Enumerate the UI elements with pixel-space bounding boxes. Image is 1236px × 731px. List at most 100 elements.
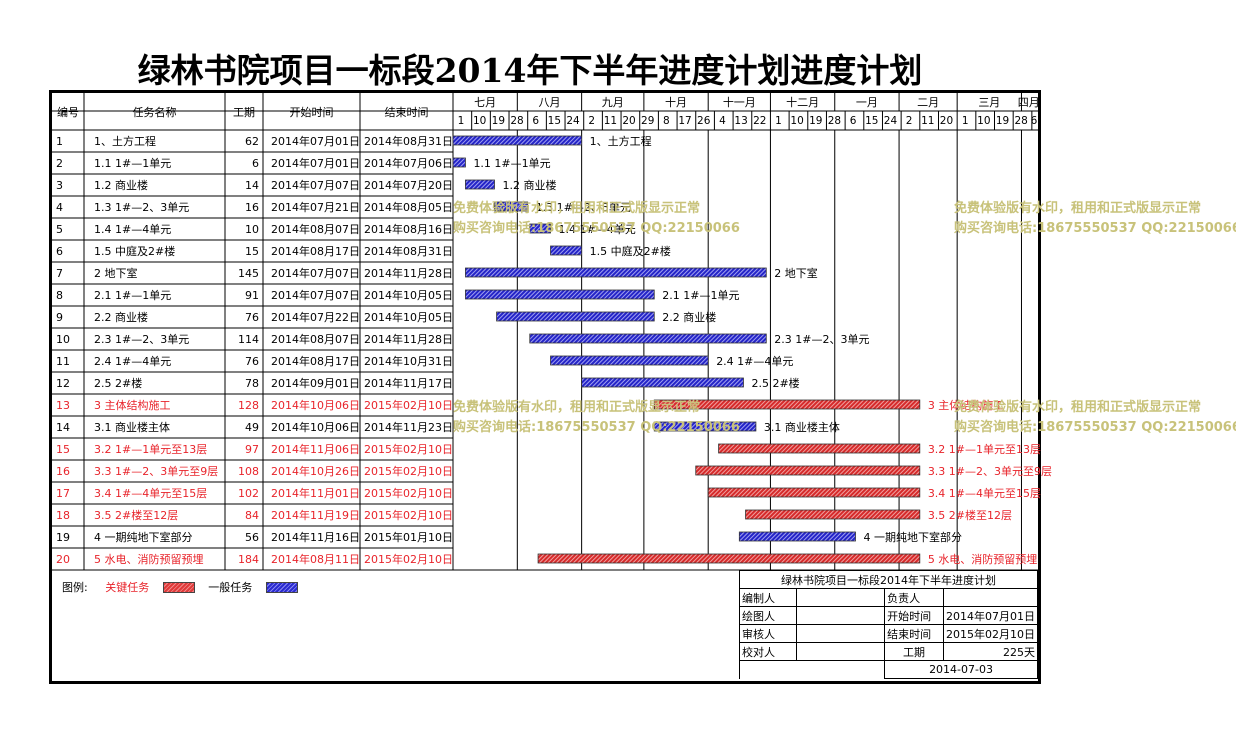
week-tick-label: 22 <box>753 115 766 127</box>
gantt-bar <box>494 201 529 212</box>
gantt-bar-label: 2.5 2#楼 <box>751 376 799 390</box>
gantt-bar <box>718 443 921 454</box>
gantt-bar-label: 5 水电、消防预留预埋 <box>928 552 1038 566</box>
header-num: 编号 <box>57 105 79 119</box>
gantt-bar <box>496 311 655 322</box>
legend-label: 图例: <box>62 581 88 594</box>
task-number: 16 <box>56 465 70 478</box>
watermark-1: 免费体验版有水印，租用和正式版显示正常 购买咨询电话:18675550537 Q… <box>453 199 740 239</box>
info-drawer-value <box>795 606 886 625</box>
watermark-line1: 免费体验版有水印，租用和正式版显示正常 <box>453 400 701 415</box>
task-duration: 108 <box>238 465 259 478</box>
task-end: 2014年07月06日 <box>364 156 453 170</box>
task-number: 1 <box>56 135 63 148</box>
task-end: 2014年10月31日 <box>364 354 453 368</box>
month-label: 九月 <box>602 96 624 109</box>
month-label: 四月 <box>1018 96 1040 109</box>
month-label: 三月 <box>978 96 1000 109</box>
task-duration: 78 <box>245 377 259 390</box>
task-end: 2015年02月10日 <box>364 552 453 566</box>
legend-normal-swatch <box>265 581 298 593</box>
info-owner: 负责人 <box>884 588 944 607</box>
task-name: 1.5 中庭及2#楼 <box>94 244 175 258</box>
info-end: 2015年02月10日 <box>943 624 1038 643</box>
month-label: 十二月 <box>786 95 819 109</box>
task-number: 3 <box>56 179 63 192</box>
month-label: 八月 <box>538 96 560 109</box>
gantt-bar-label: 1.2 商业楼 <box>502 178 556 192</box>
task-name: 3.2 1#—1单元至13层 <box>94 443 207 456</box>
task-start: 2014年07月01日 <box>271 156 360 170</box>
task-duration: 6 <box>252 157 259 170</box>
gantt-bar-label: 2 地下室 <box>774 266 818 280</box>
gantt-bar-label: 1.3 1#—2、3单元 <box>536 201 631 214</box>
info-maker-value <box>795 588 886 607</box>
task-duration: 16 <box>245 201 259 214</box>
watermark-3: 免费体验版有水印，租用和正式版显示正常 购买咨询电话:18675550537 Q… <box>453 398 740 438</box>
gantt-bar <box>529 223 551 234</box>
task-duration: 76 <box>245 355 259 368</box>
task-name: 2.5 2#楼 <box>94 376 142 390</box>
week-tick-label: 10 <box>977 115 990 127</box>
info-start-label: 开始时间 <box>884 606 944 625</box>
task-name: 3.1 商业楼主体 <box>94 420 170 434</box>
task-end: 2014年08月16日 <box>364 222 453 236</box>
week-tick-label: 28 <box>510 115 523 127</box>
task-number: 14 <box>56 421 70 434</box>
task-start: 2014年08月07日 <box>271 332 360 346</box>
task-end: 2014年07月20日 <box>364 178 453 192</box>
task-name: 2 地下室 <box>94 266 138 280</box>
watermark-line1: 免费体验版有水印，租用和正式版显示正常 <box>453 201 701 216</box>
week-tick-label: 17 <box>678 115 691 127</box>
task-number: 19 <box>56 531 70 544</box>
info-owner-value <box>943 588 1038 607</box>
week-tick-label: 6 <box>850 115 857 127</box>
task-number: 9 <box>56 311 63 324</box>
task-number: 8 <box>56 289 63 302</box>
gantt-bar <box>465 289 655 300</box>
gantt-bar <box>745 509 921 520</box>
watermark-line2: 购买咨询电话:18675550537 QQ:22150066 <box>954 420 1236 435</box>
week-tick-label: 8 <box>663 115 670 127</box>
task-end: 2014年10月05日 <box>364 288 453 302</box>
task-duration: 184 <box>238 553 259 566</box>
month-label: 一月 <box>856 96 878 109</box>
task-end: 2014年08月31日 <box>364 244 453 258</box>
week-tick-label: 10 <box>790 115 803 127</box>
task-name: 2.1 1#—1单元 <box>94 289 171 302</box>
week-tick-label: 20 <box>622 115 635 127</box>
task-end: 2015年02月10日 <box>364 464 453 478</box>
task-start: 2014年11月16日 <box>271 530 360 544</box>
task-start: 2014年08月11日 <box>271 552 360 566</box>
task-end: 2015年02月10日 <box>364 398 453 412</box>
task-name: 5 水电、消防预留预埋 <box>94 552 204 566</box>
header-dur: 工期 <box>233 106 255 119</box>
task-end: 2015年02月10日 <box>364 486 453 500</box>
task-number: 10 <box>56 333 70 346</box>
gantt-bar <box>529 333 767 344</box>
task-name: 1.3 1#—2、3单元 <box>94 201 189 214</box>
gantt-bar-label: 2.3 1#—2、3单元 <box>774 333 869 346</box>
info-maker: 编制人 <box>739 588 797 607</box>
gantt-bar <box>465 267 767 278</box>
task-number: 4 <box>56 201 63 214</box>
task-end: 2014年11月28日 <box>364 266 453 280</box>
task-number: 7 <box>56 267 63 280</box>
task-end: 2014年11月17日 <box>364 376 453 390</box>
task-end: 2015年02月10日 <box>364 508 453 522</box>
task-start: 2014年07月07日 <box>271 178 360 192</box>
task-end: 2015年02月10日 <box>364 442 453 456</box>
task-duration: 128 <box>238 399 259 412</box>
info-end-label: 结束时间 <box>884 624 944 643</box>
info-box: 绿林书院项目一标段2014年下半年进度计划 编制人 负责人 绘图人 开始时间 20… <box>738 570 1038 680</box>
week-tick-label: 28 <box>1014 115 1027 127</box>
task-name: 4 一期纯地下室部分 <box>94 530 193 544</box>
task-start: 2014年08月07日 <box>271 222 360 236</box>
month-label: 十一月 <box>723 95 756 109</box>
info-title: 绿林书院项目一标段2014年下半年进度计划 <box>739 570 1038 589</box>
task-end: 2014年08月31日 <box>364 134 453 148</box>
task-number: 11 <box>56 355 70 368</box>
task-duration: 114 <box>238 333 259 346</box>
gantt-bar <box>452 135 583 146</box>
